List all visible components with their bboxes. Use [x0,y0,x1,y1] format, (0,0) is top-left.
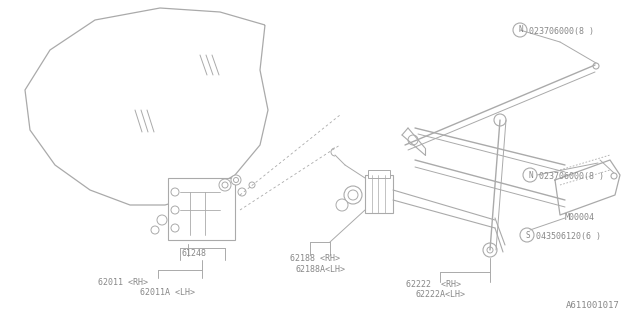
Circle shape [249,182,255,188]
Circle shape [344,186,362,204]
Text: 62222  <RH>: 62222 <RH> [406,280,461,289]
Circle shape [513,23,527,37]
Circle shape [593,63,599,69]
Circle shape [238,188,246,196]
Circle shape [234,178,239,182]
Text: N: N [529,171,533,180]
Text: M00004: M00004 [565,213,595,222]
PathPatch shape [25,8,268,205]
Circle shape [483,243,497,257]
Circle shape [157,215,167,225]
Text: 62188 <RH>: 62188 <RH> [290,254,340,263]
Circle shape [171,224,179,232]
Circle shape [523,168,537,182]
Bar [368,170,390,178]
Text: 62011 <RH>: 62011 <RH> [98,278,148,287]
Circle shape [151,226,159,234]
Circle shape [219,179,231,191]
Circle shape [222,182,228,188]
Text: 043506120(6 ): 043506120(6 ) [536,232,601,241]
Circle shape [408,135,418,145]
Text: S: S [525,230,531,239]
Circle shape [348,190,358,200]
Circle shape [171,188,179,196]
Text: A611001017: A611001017 [566,301,620,310]
Bar [365,175,393,213]
Text: N: N [518,26,524,35]
Text: 023706000(8 ): 023706000(8 ) [539,172,604,181]
Text: 62188A<LH>: 62188A<LH> [295,265,345,274]
Circle shape [520,228,534,242]
Text: 62011A <LH>: 62011A <LH> [140,288,195,297]
Text: 023706000(8 ): 023706000(8 ) [529,27,594,36]
Bar [168,178,235,240]
Circle shape [494,114,506,126]
Circle shape [231,175,241,185]
Text: 61248: 61248 [182,249,207,258]
Circle shape [336,199,348,211]
Circle shape [487,247,493,253]
Circle shape [611,173,617,179]
Circle shape [171,206,179,214]
Text: 62222A<LH>: 62222A<LH> [415,290,465,299]
